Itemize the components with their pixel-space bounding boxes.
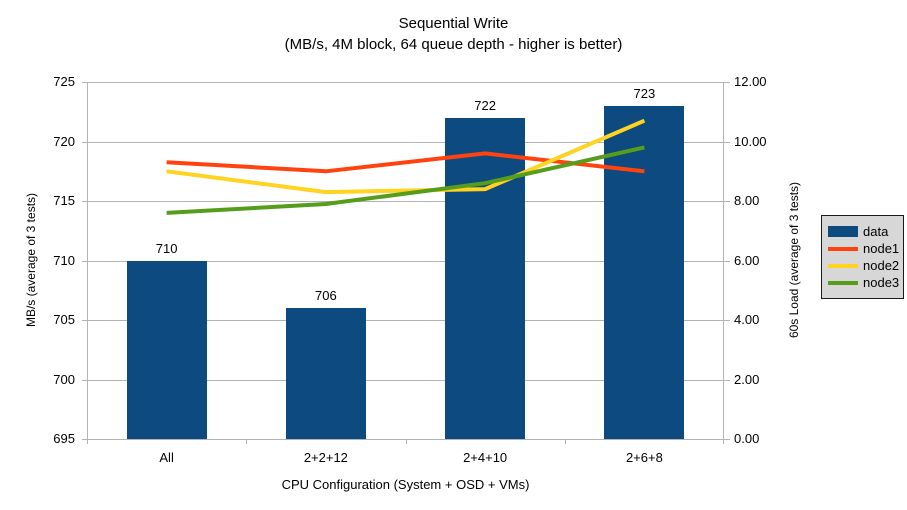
- x-axis-tick: [565, 439, 566, 444]
- right-axis-tick: [724, 320, 730, 321]
- right-y-tick-label: 6.00: [734, 253, 760, 268]
- legend-item-node2: node2: [828, 257, 901, 274]
- line-series-layer: [166, 118, 646, 215]
- legend-swatch-node2: [828, 263, 858, 268]
- right-axis-tick: [724, 380, 730, 381]
- legend-item-node1: node1: [828, 240, 901, 257]
- left-axis-tick: [82, 380, 87, 381]
- right-axis-tick: [724, 439, 730, 440]
- line-node3: [166, 145, 645, 215]
- bar-value-label: 723: [633, 85, 656, 101]
- x-tick-label: All: [159, 450, 174, 465]
- right-y-tick-label: 8.00: [734, 193, 760, 208]
- legend-item-node3: node3: [828, 274, 901, 291]
- left-y-tick-label: 715: [53, 193, 75, 208]
- bar-2+2+12: [285, 308, 366, 439]
- x-axis-tick: [406, 439, 407, 444]
- right-y-axis-title: 60s Load (average of 3 tests): [787, 181, 801, 339]
- left-axis-tick: [82, 82, 87, 83]
- left-y-tick-label: 705: [53, 312, 75, 327]
- gridline: [87, 201, 724, 202]
- right-axis-tick: [724, 142, 730, 143]
- gridline: [87, 82, 724, 83]
- bar-All: [126, 260, 207, 439]
- right-y-tick-label: 10.00: [734, 134, 767, 149]
- x-tick-label: 2+2+12: [303, 450, 348, 465]
- left-axis-tick: [82, 142, 87, 143]
- right-y-tick-label: 12.00: [734, 74, 767, 89]
- legend-swatch-node1: [828, 246, 858, 251]
- right-y-axis-line: [723, 82, 724, 439]
- left-axis-tick: [82, 261, 87, 262]
- right-axis-tick: [724, 82, 730, 83]
- legend-item-data: data: [828, 223, 901, 240]
- gridline: [87, 320, 724, 321]
- chart-title-line2: (MB/s, 4M block, 64 queue depth - higher…: [284, 36, 623, 53]
- chart-title: Sequential Write (MB/s, 4M block, 64 que…: [0, 13, 907, 55]
- right-y-tick-label: 4.00: [734, 312, 760, 327]
- bar-value-label: 710: [155, 240, 178, 256]
- right-y-tick-label: 0.00: [734, 431, 760, 446]
- bar-value-label: 722: [474, 97, 496, 113]
- right-axis-tick: [724, 261, 730, 262]
- legend: data node1 node2 node3: [821, 215, 904, 299]
- x-tick-label: 2+4+10: [463, 450, 508, 465]
- right-y-tick-label: 2.00: [734, 372, 760, 387]
- left-y-axis-line: [87, 82, 88, 439]
- left-axis-tick: [82, 201, 87, 202]
- plot-area: 695 0.00 700 2.00 705 4.00 710 6.00 715 8.00 720 10…: [53, 74, 766, 465]
- gridline: [87, 142, 724, 143]
- gridline: [87, 439, 724, 440]
- bar-2+4+10: [445, 117, 526, 439]
- gridline: [87, 380, 724, 381]
- x-axis-tick: [246, 439, 247, 444]
- legend-swatch-node3: [828, 280, 858, 285]
- line-node1: [166, 151, 645, 174]
- left-y-tick-label: 720: [53, 134, 75, 149]
- x-axis-title: CPU Configuration (System + OSD + VMs): [281, 477, 530, 492]
- legend-label-node3: node3: [863, 275, 900, 290]
- left-y-tick-label: 710: [53, 253, 75, 268]
- bar-2+6+8: [604, 105, 685, 439]
- left-y-tick-label: 700: [53, 372, 75, 387]
- x-axis-tick: [87, 439, 88, 444]
- left-axis-tick: [82, 320, 87, 321]
- chart-title-line1: Sequential Write: [398, 15, 509, 32]
- right-axis-tick: [724, 201, 730, 202]
- left-axis-tick: [82, 439, 87, 440]
- left-y-tick-label: 725: [53, 74, 75, 89]
- legend-label-node1: node1: [863, 241, 900, 256]
- left-y-tick-label: 695: [53, 431, 75, 446]
- x-axis-tick: [723, 439, 724, 444]
- x-tick-label: 2+6+8: [625, 450, 663, 465]
- legend-label-node2: node2: [863, 258, 900, 273]
- legend-swatch-data: [828, 226, 858, 237]
- gridline: [87, 261, 724, 262]
- bar-value-label: 706: [315, 288, 337, 304]
- legend-label-data: data: [863, 224, 889, 239]
- line-node2: [166, 118, 646, 195]
